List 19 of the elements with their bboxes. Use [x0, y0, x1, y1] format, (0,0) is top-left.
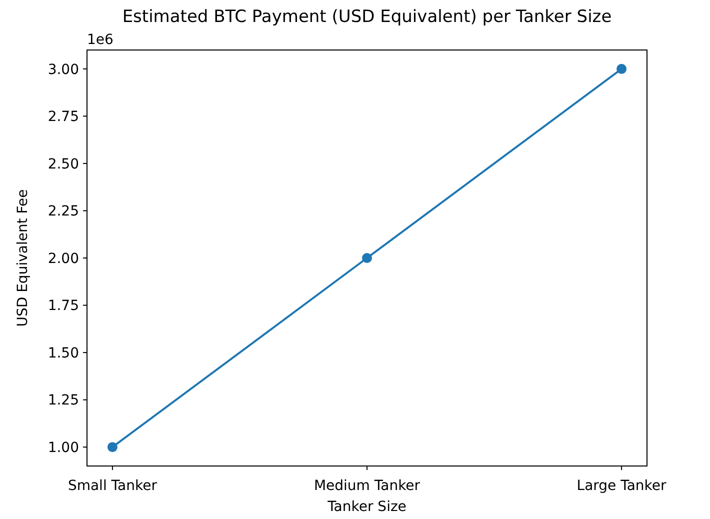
- point: [362, 253, 372, 263]
- y-tick-label: 1.00: [48, 440, 79, 456]
- chart-title: Estimated BTC Payment (USD Equivalent) per Tanker Size: [122, 7, 612, 27]
- y-axis-title: USD Equivalent Fee: [15, 189, 31, 327]
- y-tick-label: 2.25: [48, 204, 79, 220]
- point: [616, 64, 627, 74]
- y-tick-label: 1.75: [48, 298, 79, 314]
- point: [107, 442, 118, 452]
- y-tick-label: 1.25: [48, 392, 79, 409]
- y-tick-label: 2.75: [48, 109, 79, 126]
- x-tick-label: Small Tanker: [68, 478, 158, 494]
- y-tick-label: 2.50: [48, 156, 79, 172]
- y-tick-label: 1.50: [48, 345, 79, 362]
- x-tick-label: Large Tanker: [576, 478, 667, 494]
- y-tick-label: 3.00: [48, 62, 79, 78]
- text: 1e6: [87, 32, 114, 48]
- y-tick-label: 2.00: [48, 250, 79, 267]
- x-tick-label: Medium Tanker: [314, 478, 420, 494]
- x-axis-title: Tanker Size: [326, 499, 406, 515]
